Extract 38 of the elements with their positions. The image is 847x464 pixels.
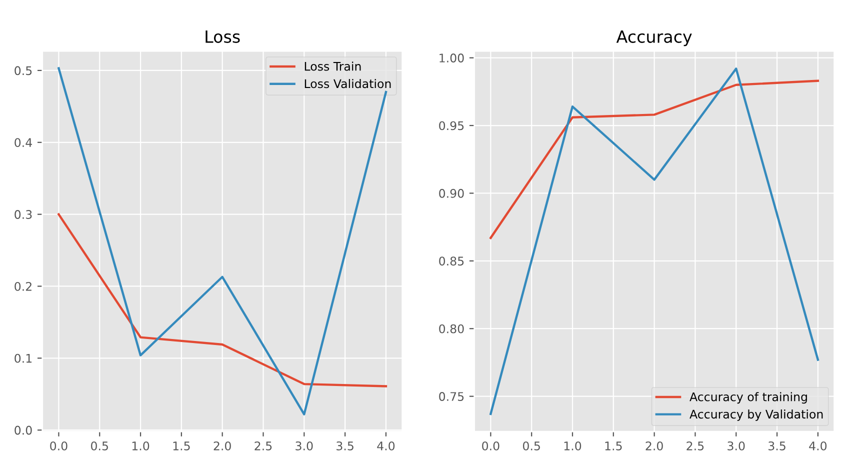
y-tick-label: 0.3 [14, 210, 32, 219]
x-tick-label: 0.0 [482, 441, 500, 450]
y-tick-label: 0.80 [439, 324, 464, 334]
line-series [58, 213, 388, 388]
x-tick-label: 2.0 [646, 441, 663, 450]
x-tick-label: 0.5 [522, 441, 540, 450]
x-tick-label: 0.0 [50, 441, 68, 450]
x-tick-label: 1.0 [132, 441, 150, 450]
x-tick-label: 0.5 [91, 441, 108, 450]
x-tick-label: 4.0 [377, 441, 395, 450]
y-tick-label: 0.95 [439, 121, 464, 130]
x-tick-label: 3.5 [768, 441, 786, 450]
legend-label: Loss Validation [304, 78, 391, 88]
x-tick-label: 1.0 [564, 441, 582, 450]
y-tick-label: 0.75 [439, 392, 464, 401]
x-tick-label: 2.5 [686, 441, 704, 450]
x-tick-label: 3.5 [336, 441, 354, 450]
y-tick-label: 1.00 [440, 54, 464, 62]
chart-title: Accuracy [616, 30, 692, 46]
y-tick-label: 0.4 [14, 138, 32, 148]
x-tick-label: 4.0 [809, 441, 827, 450]
x-tick-label: 1.5 [605, 442, 622, 450]
chart-title: Loss [206, 30, 240, 43]
legend-label: Loss Train [304, 62, 361, 71]
y-tick-label: 0.2 [14, 282, 32, 291]
line-series [490, 80, 820, 240]
x-tick-label: 3.0 [728, 441, 745, 450]
legend-label: Accuracy of training [690, 392, 807, 404]
x-tick-label: 2.0 [214, 441, 231, 450]
y-tick-label: 0.85 [439, 256, 464, 266]
y-tick-label: 0.5 [14, 66, 32, 76]
y-tick-label: 0.0 [14, 426, 32, 435]
x-tick-label: 3.0 [296, 441, 313, 450]
y-tick-label: 0.1 [14, 354, 32, 363]
x-tick-label: 2.5 [254, 441, 272, 450]
y-tick-label: 0.90 [439, 188, 464, 198]
x-tick-label: 1.5 [173, 442, 190, 450]
legend-label: Accuracy by Validation [690, 409, 823, 421]
